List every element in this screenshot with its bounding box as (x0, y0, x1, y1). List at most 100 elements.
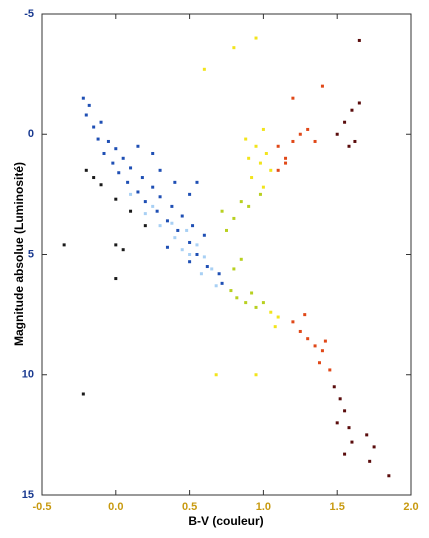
star-point (298, 132, 302, 136)
x-axis-label: B-V (couleur) (188, 514, 263, 528)
star-point (205, 265, 209, 269)
star-point (276, 144, 280, 148)
star-point (323, 339, 327, 343)
star-point (173, 236, 177, 240)
star-point (347, 144, 351, 148)
x-tick-label: 0.5 (182, 501, 197, 513)
star-point (214, 284, 218, 288)
star-point (343, 409, 347, 413)
star-point (313, 344, 317, 348)
star-point (214, 373, 218, 377)
star-point (92, 176, 96, 180)
star-point (129, 166, 133, 170)
star-point (291, 96, 295, 100)
star-point (136, 144, 140, 148)
star-point (247, 156, 251, 160)
star-point (202, 67, 206, 71)
star-point (347, 426, 351, 430)
star-point (244, 137, 248, 141)
star-point (232, 267, 236, 271)
star-point (136, 190, 140, 194)
star-point (254, 144, 258, 148)
star-point (284, 156, 288, 160)
star-point (335, 132, 339, 136)
star-point (195, 243, 199, 247)
star-point (235, 296, 239, 300)
star-point (180, 248, 184, 252)
star-point (158, 224, 162, 228)
star-point (158, 168, 162, 172)
star-point (199, 272, 203, 276)
star-point (328, 368, 332, 372)
star-point (158, 195, 162, 199)
star-point (202, 233, 206, 237)
star-point (81, 96, 85, 100)
star-point (269, 310, 273, 314)
star-point (220, 209, 224, 213)
star-point (261, 185, 265, 189)
star-point (261, 127, 265, 131)
star-point (129, 209, 133, 213)
star-point (176, 228, 180, 232)
star-point (372, 445, 376, 449)
star-point (143, 212, 147, 216)
star-point (350, 440, 354, 444)
star-point (185, 228, 189, 232)
star-point (151, 204, 155, 208)
plot-frame (41, 13, 412, 496)
star-point (121, 248, 125, 252)
star-point (99, 183, 103, 187)
star-point (195, 180, 199, 184)
star-point (254, 305, 258, 309)
star-point (317, 361, 321, 365)
star-point (102, 151, 106, 155)
star-point (143, 224, 147, 228)
star-point (264, 151, 268, 155)
star-point (165, 219, 169, 223)
star-point (353, 139, 357, 143)
star-point (276, 315, 280, 319)
star-point (229, 289, 233, 293)
star-point (151, 151, 155, 155)
star-point (320, 349, 324, 353)
star-point (291, 139, 295, 143)
star-point (365, 433, 369, 437)
star-point (239, 257, 243, 261)
star-point (217, 272, 221, 276)
star-point (143, 200, 147, 204)
star-point (121, 156, 125, 160)
star-point (258, 192, 262, 196)
star-point (258, 161, 262, 165)
y-axis-label: Magnitude absolue (Luminosité) (12, 162, 26, 346)
star-point (276, 168, 280, 172)
star-point (202, 255, 206, 259)
star-point (165, 245, 169, 249)
star-point (140, 176, 144, 180)
y-tick-label: 5 (28, 248, 34, 260)
x-tick-label: 0.0 (108, 501, 123, 513)
star-point (368, 459, 372, 463)
star-point (338, 397, 342, 401)
star-point (87, 103, 91, 107)
star-point (273, 325, 277, 329)
star-point (180, 214, 184, 218)
star-point (247, 204, 251, 208)
star-point (170, 221, 174, 225)
star-point (92, 125, 96, 129)
star-point (313, 139, 317, 143)
star-point (155, 209, 159, 213)
star-point (188, 192, 192, 196)
star-point (284, 161, 288, 165)
star-point (387, 474, 391, 478)
star-point (232, 46, 236, 50)
star-point (291, 320, 295, 324)
star-point (261, 301, 265, 305)
star-point (151, 185, 155, 189)
star-point (357, 101, 361, 105)
star-point (106, 139, 110, 143)
y-tick-label: 10 (22, 369, 34, 381)
star-point (332, 385, 336, 389)
star-point (343, 120, 347, 124)
star-point (298, 329, 302, 333)
star-point (62, 243, 66, 247)
